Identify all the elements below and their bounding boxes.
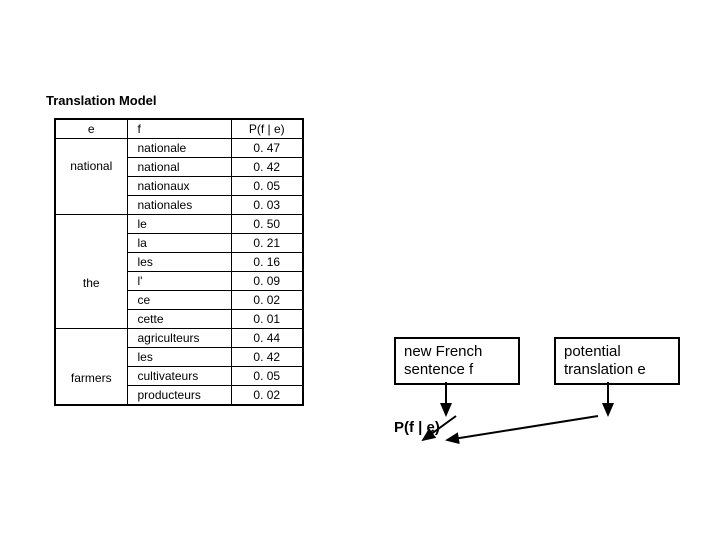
p-cell: 0. 21 <box>231 234 303 253</box>
col-header-e: e <box>55 119 127 139</box>
box-line: new French <box>404 343 482 360</box>
e-cell: the <box>55 215 127 329</box>
table-row: farmersagriculteurs0. 44 <box>55 329 303 348</box>
e-cell: farmers <box>55 329 127 406</box>
box-line: sentence f <box>404 361 473 378</box>
f-cell: nationale <box>127 139 231 158</box>
p-cell: 0. 50 <box>231 215 303 234</box>
f-cell: cette <box>127 310 231 329</box>
p-cell: 0. 01 <box>231 310 303 329</box>
table-row: nationalnationale0. 47 <box>55 139 303 158</box>
f-cell: cultivateurs <box>127 367 231 386</box>
p-cell: 0. 42 <box>231 348 303 367</box>
p-cell: 0. 09 <box>231 272 303 291</box>
translation-table: e f P(f | e) nationalnationale0. 47natio… <box>54 118 304 406</box>
f-cell: l' <box>127 272 231 291</box>
p-cell: 0. 44 <box>231 329 303 348</box>
p-cell: 0. 05 <box>231 177 303 196</box>
new-french-box: new French sentence f <box>394 337 520 385</box>
p-cell: 0. 02 <box>231 291 303 310</box>
table-row: thele0. 50 <box>55 215 303 234</box>
potential-translation-box: potential translation e <box>554 337 680 385</box>
table-header-row: e f P(f | e) <box>55 119 303 139</box>
e-label: the <box>83 276 100 290</box>
arrow-converge_right <box>447 416 598 440</box>
p-cell: 0. 42 <box>231 158 303 177</box>
page-title: Translation Model <box>46 93 157 108</box>
f-cell: producteurs <box>127 386 231 406</box>
p-cell: 0. 05 <box>231 367 303 386</box>
f-cell: le <box>127 215 231 234</box>
pfe-label: P(f | e) <box>394 419 440 436</box>
box-line: translation e <box>564 361 646 378</box>
p-cell: 0. 47 <box>231 139 303 158</box>
e-cell: national <box>55 139 127 215</box>
f-cell: les <box>127 253 231 272</box>
f-cell: nationaux <box>127 177 231 196</box>
box-line: potential <box>564 343 621 360</box>
f-cell: national <box>127 158 231 177</box>
f-cell: ce <box>127 291 231 310</box>
col-header-p: P(f | e) <box>231 119 303 139</box>
col-header-f: f <box>127 119 231 139</box>
f-cell: les <box>127 348 231 367</box>
p-cell: 0. 03 <box>231 196 303 215</box>
p-cell: 0. 02 <box>231 386 303 406</box>
f-cell: nationales <box>127 196 231 215</box>
f-cell: agriculteurs <box>127 329 231 348</box>
f-cell: la <box>127 234 231 253</box>
p-cell: 0. 16 <box>231 253 303 272</box>
e-label: farmers <box>71 371 112 385</box>
e-label: national <box>70 159 112 173</box>
